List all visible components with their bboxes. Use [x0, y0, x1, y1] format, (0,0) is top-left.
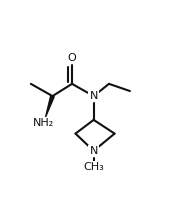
- Text: N: N: [89, 91, 98, 101]
- Text: CH₃: CH₃: [83, 163, 104, 172]
- Polygon shape: [46, 96, 54, 117]
- Text: O: O: [68, 53, 76, 63]
- Text: N: N: [89, 146, 98, 156]
- Text: NH₂: NH₂: [33, 118, 54, 129]
